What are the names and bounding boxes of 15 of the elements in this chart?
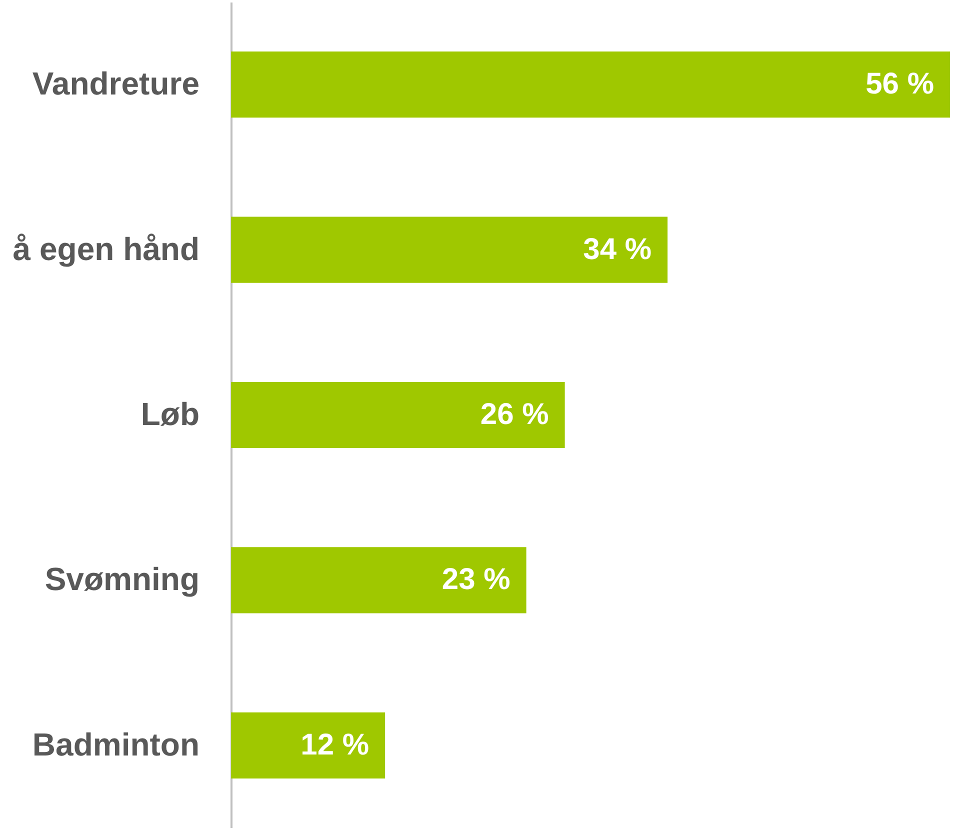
bar — [231, 712, 386, 778]
data-label: 26 % — [480, 398, 549, 431]
y-tick-label: å egen hånd — [12, 230, 200, 267]
data-label: 56 % — [866, 68, 934, 101]
y-tick-label: Svømning — [44, 561, 200, 598]
bar — [231, 216, 668, 283]
y-tick-label: Badminton — [32, 726, 200, 762]
bar — [231, 382, 565, 448]
data-label: 23 % — [442, 563, 510, 596]
y-tick-label: Vandreture — [32, 66, 200, 102]
bar — [231, 547, 526, 614]
bar — [231, 52, 950, 118]
data-label: 12 % — [300, 728, 370, 762]
data-label: 34 % — [583, 232, 652, 266]
y-tick-label: Løb — [140, 396, 200, 432]
